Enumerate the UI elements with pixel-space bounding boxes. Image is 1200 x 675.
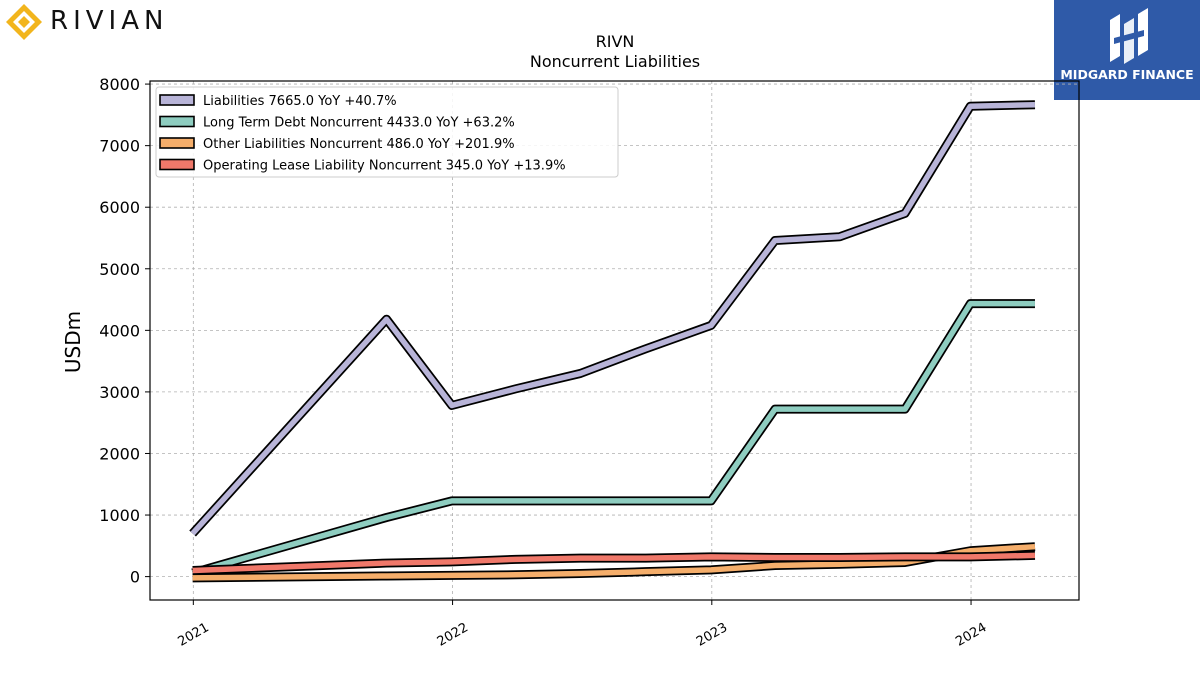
legend-swatch [159, 115, 195, 128]
legend: Liabilities 7665.0 YoY +40.7% Long Term D… [155, 86, 619, 178]
x-tick-label: 2023 [694, 620, 730, 650]
y-tick-label: 6000 [99, 198, 140, 217]
chart-subtitle: Noncurrent Liabilities [530, 52, 700, 71]
y-tick-label: 0 [130, 568, 140, 587]
series-outline-long-term-debt-noncurrent [191, 299, 1035, 578]
series-lines [189, 100, 1036, 583]
legend-label: Other Liabilities Noncurrent 486.0 YoY +… [203, 137, 515, 152]
series-line-long-term-debt-noncurrent [191, 300, 1035, 576]
brand-name: RIVIAN [50, 6, 169, 36]
legend-label: Long Term Debt Noncurrent 4433.0 YoY +63… [203, 116, 515, 131]
y-axis-ticks: 0 1000 2000 3000 4000 5000 6000 7000 8000 [99, 75, 150, 587]
plot-frame [149, 80, 1080, 601]
legend-label: Liabilities 7665.0 YoY +40.7% [203, 94, 397, 109]
legend-swatch [159, 158, 195, 171]
x-axis-ticks: 2021 2022 2023 2024 [175, 600, 989, 650]
x-tick-label: 2024 [953, 620, 989, 650]
y-axis-label: USDm [61, 311, 85, 373]
rivian-logo [4, 2, 204, 42]
y-tick-label: 4000 [99, 321, 140, 340]
legend-box [155, 86, 619, 178]
midgard-finance-logo: MIDGARD FINANCE [1054, 0, 1200, 100]
x-tick-label: 2021 [175, 620, 211, 650]
grid [150, 81, 1079, 600]
y-tick-label: 1000 [99, 506, 140, 525]
series-line-liabilities [190, 101, 1036, 536]
midgard-emblem-icon [1110, 8, 1148, 64]
rivian-diamond-icon [6, 4, 42, 40]
y-tick-label: 5000 [99, 260, 140, 279]
y-tick-label: 8000 [99, 75, 140, 94]
chart-title: RIVN [596, 32, 635, 51]
legend-label: Operating Lease Liability Noncurrent 345… [203, 159, 566, 174]
y-tick-label: 3000 [99, 383, 140, 402]
legend-swatch [159, 94, 195, 106]
partner-name: MIDGARD FINANCE [1060, 67, 1194, 82]
x-tick-label: 2022 [435, 620, 471, 650]
legend-swatch [159, 137, 195, 149]
y-tick-label: 7000 [99, 137, 140, 156]
series-line-operating-lease-liability-noncurrent [192, 552, 1036, 574]
y-tick-label: 2000 [99, 444, 140, 463]
